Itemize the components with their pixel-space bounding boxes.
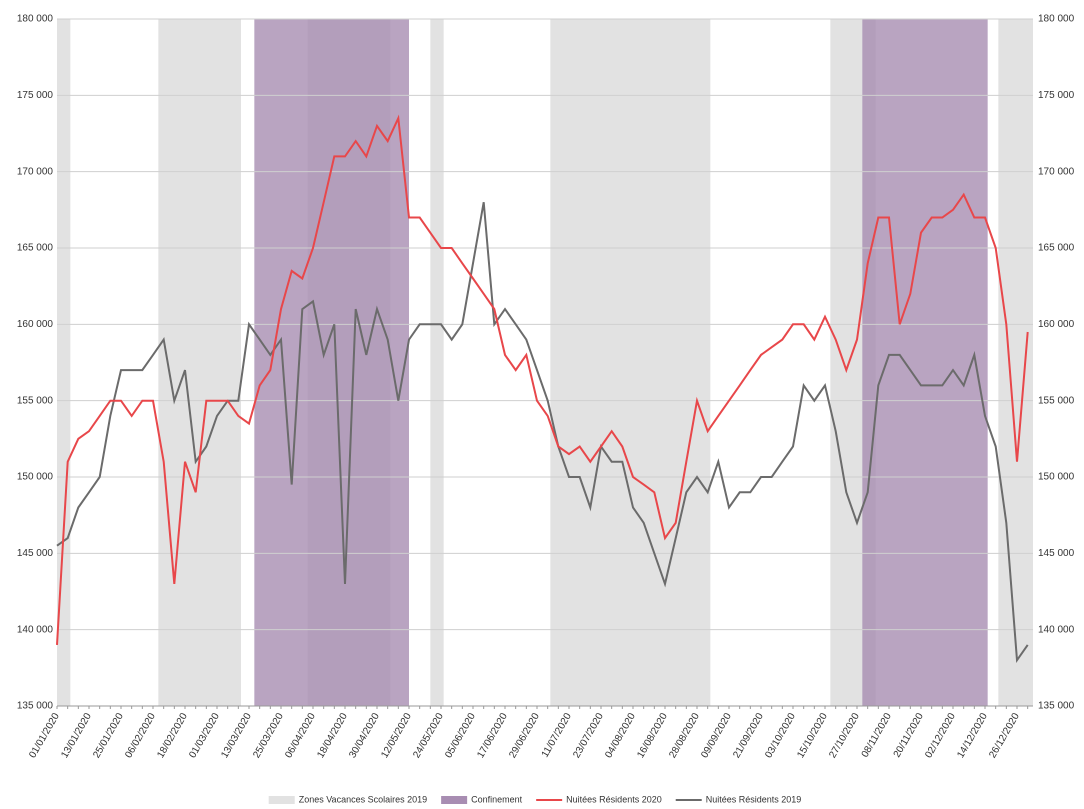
- y2-tick-label: 175 000: [1038, 90, 1075, 101]
- y2-tick-label: 170 000: [1038, 166, 1075, 177]
- x-tick-label: 29/06/2020: [507, 711, 542, 760]
- shaded-band: [254, 19, 409, 706]
- y2-tick-label: 180 000: [1038, 14, 1075, 25]
- y2-tick-label: 140 000: [1038, 624, 1075, 635]
- x-tick-label: 14/12/2020: [955, 711, 990, 760]
- x-tick-label: 15/10/2020: [795, 711, 830, 760]
- x-tick-label: 06/02/2020: [123, 711, 158, 760]
- y-tick-label: 150 000: [17, 472, 54, 483]
- x-tick-label: 28/08/2020: [667, 711, 702, 760]
- x-tick-label: 25/01/2020: [91, 711, 126, 760]
- legend-swatch: [268, 796, 295, 804]
- x-tick-label: 18/02/2020: [155, 711, 190, 760]
- shaded-band: [550, 19, 711, 706]
- legend-label: Zones Vacances Scolaires 2019: [299, 794, 427, 804]
- x-tick-label: 23/07/2020: [571, 711, 606, 760]
- x-tick-label: 11/07/2020: [540, 711, 574, 760]
- legend-label: Nuitées Résidents 2019: [706, 794, 802, 804]
- x-tick-label: 13/03/2020: [219, 711, 254, 760]
- x-tick-label: 25/03/2020: [251, 711, 286, 760]
- legend: Zones Vacances Scolaires 2019 Confinement…: [268, 794, 802, 804]
- x-tick-label: 18/04/2020: [315, 711, 350, 760]
- x-tick-label: 06/04/2020: [283, 711, 318, 760]
- y-tick-label: 160 000: [17, 319, 54, 330]
- x-tick-label: 04/08/2020: [603, 711, 638, 760]
- shaded-band: [158, 19, 241, 706]
- x-tick-label: 03/10/2020: [763, 711, 798, 760]
- x-tick-label: 20/11/2020: [892, 711, 926, 760]
- x-tick-label: 08/11/2020: [860, 711, 894, 760]
- shaded-band: [430, 19, 444, 706]
- x-tick-label: 26/12/2020: [987, 711, 1022, 760]
- x-tick-label: 30/04/2020: [347, 711, 382, 760]
- y-tick-label: 170 000: [17, 166, 54, 177]
- x-tick-label: 27/10/2020: [827, 711, 862, 760]
- shaded-band: [862, 19, 988, 706]
- legend-label: Nuitées Résidents 2020: [566, 794, 662, 804]
- x-tick-label: 05/06/2020: [443, 711, 478, 760]
- x-tick-label: 02/12/2020: [923, 711, 958, 760]
- series-line: [56, 114, 1029, 645]
- y-tick-label: 145 000: [17, 548, 54, 559]
- y-tick-label: 155 000: [17, 395, 54, 406]
- y2-tick-label: 150 000: [1038, 472, 1075, 483]
- x-tick-label: 17/06/2020: [475, 711, 510, 760]
- legend-label: Confinement: [471, 794, 523, 804]
- legend-item: Zones Vacances Scolaires 2019: [268, 794, 427, 804]
- y2-tick-label: 135 000: [1038, 701, 1075, 712]
- legend-item: Confinement: [441, 794, 523, 804]
- shaded-band: [998, 19, 1033, 706]
- y2-tick-label: 165 000: [1038, 243, 1075, 254]
- y-tick-label: 140 000: [17, 624, 54, 635]
- x-tick-label: 21/09/2020: [731, 711, 766, 760]
- y2-tick-label: 155 000: [1038, 395, 1075, 406]
- y2-tick-label: 160 000: [1038, 319, 1075, 330]
- legend-item: Nuitées Résidents 2019: [675, 794, 802, 804]
- x-tick-label: 12/05/2020: [379, 711, 414, 760]
- x-tick-label: 09/09/2020: [699, 711, 734, 760]
- y-tick-label: 175 000: [17, 90, 54, 101]
- x-tick-label: 13/01/2020: [59, 711, 94, 760]
- legend-item: Nuitées Résidents 2020: [536, 794, 662, 804]
- y2-tick-label: 145 000: [1038, 548, 1075, 559]
- x-tick-label: 01/03/2020: [187, 711, 222, 760]
- x-tick-label: 24/05/2020: [411, 711, 446, 760]
- y-tick-label: 165 000: [17, 243, 54, 254]
- legend-swatch: [441, 796, 468, 804]
- shaded-band: [57, 19, 71, 706]
- y-tick-label: 180 000: [17, 14, 54, 25]
- x-tick-label: 16/08/2020: [635, 711, 670, 760]
- series-line: [56, 202, 1029, 664]
- y-tick-label: 135 000: [17, 701, 54, 712]
- x-tick-label: 01/01/2020: [27, 711, 62, 760]
